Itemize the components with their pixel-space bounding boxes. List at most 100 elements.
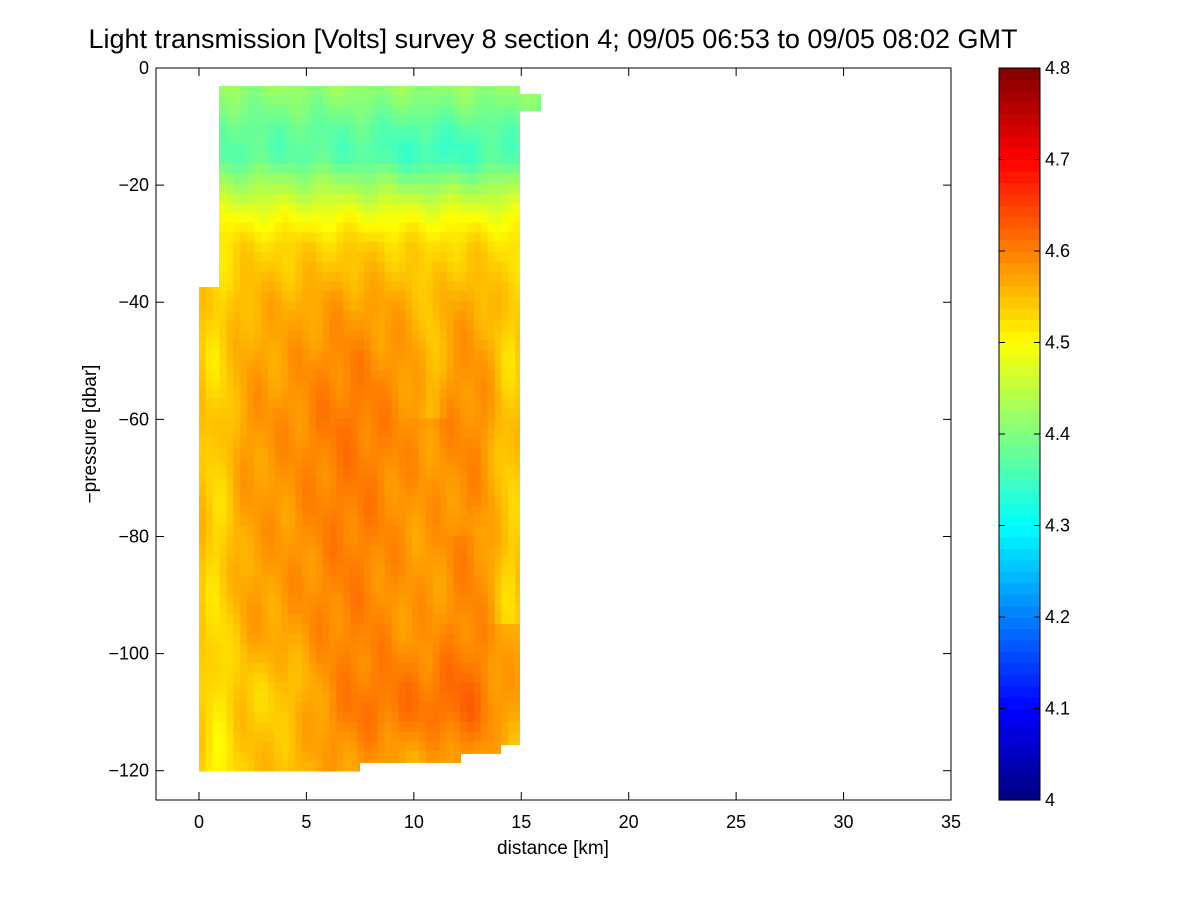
field-cell — [343, 281, 352, 292]
field-cell — [288, 447, 297, 459]
field-cell — [322, 545, 331, 557]
field-cell — [467, 242, 475, 253]
field-cell — [343, 486, 352, 498]
field-cell — [446, 251, 455, 263]
field-cell — [501, 526, 510, 537]
field-cell — [247, 281, 255, 292]
field-cell — [315, 340, 324, 351]
field-cell — [274, 281, 283, 292]
field-cell — [480, 477, 489, 488]
field-cell — [363, 653, 372, 664]
field-cell — [474, 86, 482, 97]
field-cell — [212, 692, 221, 704]
field-cell — [288, 222, 297, 234]
field-cell — [226, 271, 235, 283]
field-cell — [205, 692, 214, 704]
field-cell — [425, 203, 434, 214]
field-cell — [439, 369, 448, 381]
field-cell — [467, 721, 475, 733]
colorbar-swatch — [999, 239, 1040, 252]
field-cell — [205, 486, 214, 498]
field-cell — [267, 653, 276, 664]
field-cell — [281, 467, 290, 478]
field-cell — [515, 105, 523, 116]
field-cell — [329, 496, 338, 508]
field-cell — [336, 193, 345, 204]
field-cell — [226, 574, 235, 586]
field-cell — [267, 134, 276, 146]
field-cell — [226, 408, 235, 420]
field-cell — [391, 379, 400, 390]
field-cell — [515, 330, 523, 341]
field-cell — [453, 183, 462, 195]
field-cell — [302, 242, 310, 253]
field-cell — [247, 614, 255, 625]
field-cell — [377, 623, 386, 635]
field-cell — [260, 555, 269, 566]
field-cell — [343, 555, 352, 566]
field-cell — [412, 86, 420, 97]
field-cell — [288, 271, 297, 283]
field-cell — [363, 124, 372, 136]
field-cell — [494, 291, 503, 302]
field-cell — [370, 682, 379, 694]
field-cell — [405, 447, 413, 459]
field-cell — [267, 574, 276, 586]
field-cell — [384, 604, 393, 615]
field-cell — [474, 604, 482, 615]
field-cell — [508, 173, 517, 185]
field-cell — [508, 300, 517, 312]
field-cell — [425, 144, 434, 155]
field-cell — [253, 193, 262, 204]
field-cell — [281, 496, 290, 508]
field-cell — [432, 173, 441, 185]
colorbar-swatch — [999, 262, 1040, 275]
field-cell — [295, 212, 303, 224]
field-cell — [267, 614, 276, 625]
field-cell — [288, 398, 297, 410]
field-cell — [515, 663, 523, 674]
field-cell — [467, 183, 475, 195]
field-cell — [370, 437, 379, 449]
field-cell — [267, 731, 276, 743]
field-cell — [425, 467, 434, 478]
field-cell — [418, 614, 427, 625]
colorbar-swatch — [999, 628, 1040, 641]
field-cell — [460, 584, 468, 596]
field-cell — [432, 721, 441, 733]
field-cell — [288, 281, 297, 292]
field-cell — [487, 672, 496, 684]
field-cell — [439, 291, 448, 302]
field-cell — [260, 232, 269, 243]
field-cell — [487, 457, 496, 469]
field-cell — [515, 711, 523, 723]
field-cell — [212, 408, 221, 420]
field-cell — [515, 623, 523, 635]
field-cell — [412, 359, 420, 371]
field-cell — [219, 134, 228, 146]
field-cell — [487, 154, 496, 165]
field-cell — [205, 545, 214, 557]
field-cell — [460, 349, 468, 361]
field-cell — [308, 633, 317, 645]
field-cell — [384, 643, 393, 655]
field-cell — [288, 751, 297, 762]
field-cell — [308, 124, 317, 136]
field-cell — [253, 594, 262, 606]
field-cell — [199, 310, 207, 322]
field-cell — [226, 584, 235, 596]
field-cell — [363, 105, 372, 116]
field-cell — [274, 310, 283, 322]
field-cell — [329, 203, 338, 214]
field-cell — [515, 173, 523, 185]
field-cell — [322, 486, 331, 498]
field-cell — [384, 212, 393, 224]
field-cell — [494, 340, 503, 351]
field-cell — [350, 124, 358, 136]
field-cell — [460, 467, 468, 478]
field-cell — [322, 212, 331, 224]
field-cell — [357, 526, 365, 537]
field-cell — [446, 428, 455, 439]
colorbar-swatch — [999, 296, 1040, 309]
field-cell — [357, 721, 365, 733]
